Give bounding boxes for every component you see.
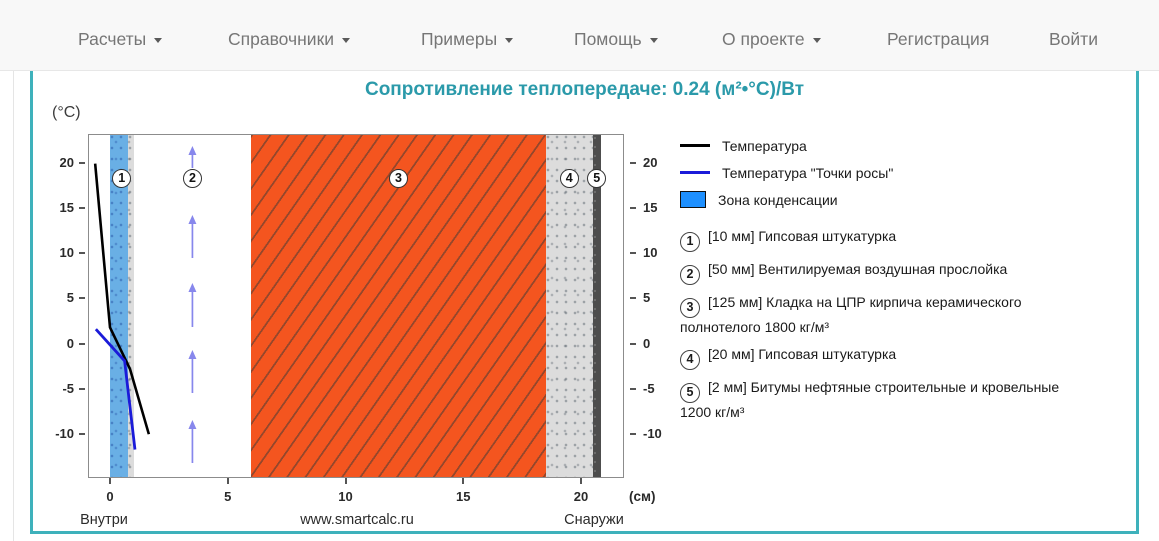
y-axis-tick-label-right: 20 xyxy=(643,154,658,170)
air-flow-arrow-icon xyxy=(188,146,197,168)
y-axis-tick xyxy=(79,433,85,436)
nav-item-references[interactable]: Справочники xyxy=(228,29,351,50)
y-axis-tick-label: 20 xyxy=(59,154,74,170)
y-axis-tick-label-right: 10 xyxy=(643,245,658,261)
y-axis-tick xyxy=(79,387,85,390)
page-left-rule xyxy=(13,71,14,541)
y-axis-tick-label: 5 xyxy=(66,290,74,306)
temperature-lines-layer xyxy=(93,146,197,463)
outside-label: Снаружи xyxy=(564,512,624,528)
layer-circle-3: 3 xyxy=(388,169,408,188)
y-axis-tick-label-right: -10 xyxy=(643,426,662,442)
nav-item-help[interactable]: Помощь xyxy=(574,29,658,50)
layer-item-2: 2 [50 мм] Вентилируемая воздушная прослой… xyxy=(680,260,1082,285)
condensation-zone xyxy=(110,135,129,477)
y-axis-tick-label-right: 15 xyxy=(643,199,658,215)
chevron-down-icon xyxy=(505,37,514,43)
air-flow-arrow-icon xyxy=(188,420,197,463)
top-navigation: Расчеты Справочники Примеры Помощь О про… xyxy=(0,0,1159,71)
x-axis-tick-label: 15 xyxy=(456,489,471,504)
y-axis-tick xyxy=(630,206,636,209)
page-title: Сопротивление теплопередаче: 0.24 (м²•°С… xyxy=(364,79,804,100)
layer-number-badge: 3 xyxy=(680,298,700,318)
y-axis-tick-label-right: 0 xyxy=(643,335,651,351)
y-axis-unit-label: (°C) xyxy=(52,104,81,121)
layer-number-badge: 5 xyxy=(680,383,700,403)
chevron-down-icon xyxy=(342,37,351,43)
legend-row-dew-point: Температура "Точки росы" xyxy=(680,159,1100,186)
y-axis-tick-label: -10 xyxy=(55,426,74,442)
x-axis-tick xyxy=(580,478,582,484)
nav-item-about[interactable]: О проекте xyxy=(722,29,821,50)
inside-label: Внутри xyxy=(80,512,128,528)
y-axis-tick-label: -5 xyxy=(62,380,74,396)
dew-point-line-swatch xyxy=(680,171,710,174)
y-axis-tick xyxy=(630,161,636,164)
x-axis-tick xyxy=(109,478,111,484)
layer-number-badge: 4 xyxy=(680,350,700,370)
air-flow-arrow-icon xyxy=(188,215,197,258)
legend-row-temperature: Температура xyxy=(680,132,1100,159)
layer-item-5: 5 [2 мм] Битумы нефтяные строительные и к… xyxy=(680,379,1060,420)
x-axis-tick-label: 5 xyxy=(224,489,232,504)
x-axis-tick-label: 20 xyxy=(573,489,589,504)
y-axis-tick xyxy=(79,342,85,345)
chart-legend: Температура Температура "Точки росы" Зон… xyxy=(680,132,1100,430)
x-axis-tick-label: 10 xyxy=(338,489,353,504)
y-axis-tick xyxy=(630,297,636,300)
nav-item-registration[interactable]: Регистрация xyxy=(887,29,990,49)
x-axis-tick xyxy=(462,478,465,484)
layer-item-3: 3 [125 мм] Кладка на ЦПР кирпича керамиче… xyxy=(680,294,1022,335)
chevron-down-icon xyxy=(649,37,658,43)
wall-layer-4 xyxy=(545,135,593,477)
layer-list: 1 [10 мм] Гипсовая штукатурка 2 [50 мм] Ве… xyxy=(680,227,1100,422)
y-axis-tick-label: 0 xyxy=(66,335,74,351)
layer-circle-1: 1 xyxy=(112,169,132,188)
dew-point-line xyxy=(94,328,137,450)
x-axis-tick xyxy=(226,478,229,484)
layer-number-badge: 2 xyxy=(680,265,700,285)
y-axis-tick xyxy=(79,161,85,164)
air-flow-arrow-icon xyxy=(188,283,197,327)
watermark-label: www.smartcalc.ru xyxy=(300,512,414,528)
temperature-line xyxy=(93,163,151,435)
y-axis-tick xyxy=(79,297,85,300)
wall-layer-3 xyxy=(251,135,546,477)
y-axis-tick-label: 10 xyxy=(59,245,74,261)
air-flow-arrow-icon xyxy=(188,350,197,393)
nav-item-calculations[interactable]: Расчеты xyxy=(78,29,163,50)
wall-layer-5 xyxy=(592,135,601,477)
x-axis-tick xyxy=(344,478,347,484)
legend-row-condensation-zone: Зона конденсации xyxy=(680,186,1100,213)
y-axis-tick-label-right: 5 xyxy=(643,290,651,306)
layer-number-badge: 1 xyxy=(680,232,700,252)
chevron-down-icon xyxy=(812,37,821,43)
y-axis-tick xyxy=(630,342,636,345)
condensation-zone-swatch xyxy=(680,191,706,208)
y-axis-tick xyxy=(630,387,636,390)
nav-item-examples[interactable]: Примеры xyxy=(421,29,514,50)
x-axis-tick-label: 0 xyxy=(106,489,114,504)
temperature-line-swatch xyxy=(680,144,710,147)
layer-circle-4: 4 xyxy=(559,169,579,188)
layer-item-4: 4 [20 мм] Гипсовая штукатурка xyxy=(680,345,1082,370)
y-axis-tick-label-right: -5 xyxy=(643,380,655,396)
x-axis-unit-label: (см) xyxy=(629,489,656,504)
chevron-down-icon xyxy=(154,37,163,43)
y-axis-tick xyxy=(79,206,85,209)
y-axis-tick xyxy=(79,252,85,255)
y-axis-tick xyxy=(630,252,636,255)
nav-item-login[interactable]: Войти xyxy=(1049,29,1098,49)
layer-circle-2: 2 xyxy=(182,169,202,188)
y-axis-tick xyxy=(630,433,636,436)
y-axis-tick-label: 15 xyxy=(59,199,74,215)
layer-item-1: 1 [10 мм] Гипсовая штукатурка xyxy=(680,227,1082,252)
layer-circle-5: 5 xyxy=(587,169,607,188)
